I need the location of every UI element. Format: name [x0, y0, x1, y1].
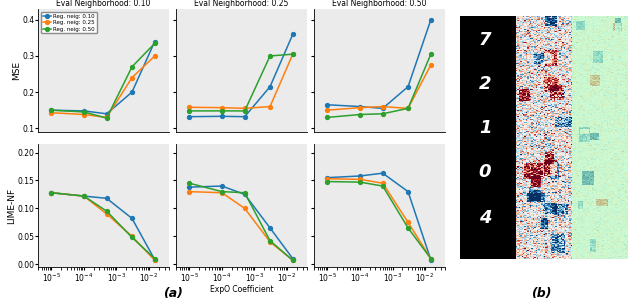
Reg. neig: 0.10: (1e-05, 0.15): 0.10: (1e-05, 0.15) — [47, 108, 55, 112]
Text: 7: 7 — [479, 31, 492, 49]
Reg. neig: 0.10: (0.003, 0.2): 0.10: (0.003, 0.2) — [128, 90, 136, 94]
Reg. neig: 0.10: (0.0005, 0.14): 0.10: (0.0005, 0.14) — [103, 112, 111, 116]
Reg. neig: 0.50: (0.0001, 0.145): 0.50: (0.0001, 0.145) — [80, 110, 88, 114]
Y-axis label: MSE: MSE — [12, 61, 20, 80]
Y-axis label: LIME-NF: LIME-NF — [7, 188, 16, 224]
Text: 4: 4 — [479, 209, 492, 227]
Reg. neig: 0.50: (1e-05, 0.15): 0.50: (1e-05, 0.15) — [47, 108, 55, 112]
Text: (a): (a) — [163, 287, 183, 300]
Reg. neig: 0.25: (0.0005, 0.13): 0.25: (0.0005, 0.13) — [103, 116, 111, 119]
Text: (b): (b) — [531, 287, 551, 300]
Title: Eval Neighborhood: 0.25: Eval Neighborhood: 0.25 — [195, 0, 289, 8]
Reg. neig: 0.25: (0.003, 0.24): 0.25: (0.003, 0.24) — [128, 76, 136, 80]
Reg. neig: 0.50: (0.0005, 0.128): 0.50: (0.0005, 0.128) — [103, 116, 111, 120]
Title: Eval Neighborhood: 0.10: Eval Neighborhood: 0.10 — [56, 0, 150, 8]
Reg. neig: 0.50: (0.015, 0.335): 0.50: (0.015, 0.335) — [151, 41, 159, 45]
Line: Reg. neig: 0.25: Reg. neig: 0.25 — [49, 54, 157, 119]
Reg. neig: 0.10: (0.015, 0.34): 0.10: (0.015, 0.34) — [151, 40, 159, 43]
Line: Reg. neig: 0.50: Reg. neig: 0.50 — [49, 41, 157, 120]
Text: 0: 0 — [479, 163, 492, 181]
Reg. neig: 0.25: (1e-05, 0.143): 0.25: (1e-05, 0.143) — [47, 111, 55, 115]
Legend: Reg. neig: 0.10, Reg. neig: 0.25, Reg. neig: 0.50: Reg. neig: 0.10, Reg. neig: 0.25, Reg. n… — [41, 12, 97, 33]
Text: 1: 1 — [479, 119, 492, 137]
Reg. neig: 0.25: (0.0001, 0.138): 0.25: (0.0001, 0.138) — [80, 113, 88, 116]
Reg. neig: 0.50: (0.003, 0.27): 0.50: (0.003, 0.27) — [128, 65, 136, 69]
Reg. neig: 0.10: (0.0001, 0.148): 0.10: (0.0001, 0.148) — [80, 109, 88, 113]
X-axis label: ExpO Coefficient: ExpO Coefficient — [210, 285, 273, 294]
Line: Reg. neig: 0.10: Reg. neig: 0.10 — [49, 40, 157, 116]
Title: Eval Neighborhood: 0.50: Eval Neighborhood: 0.50 — [332, 0, 427, 8]
Reg. neig: 0.25: (0.015, 0.3): 0.25: (0.015, 0.3) — [151, 54, 159, 58]
Text: 2: 2 — [479, 75, 492, 93]
